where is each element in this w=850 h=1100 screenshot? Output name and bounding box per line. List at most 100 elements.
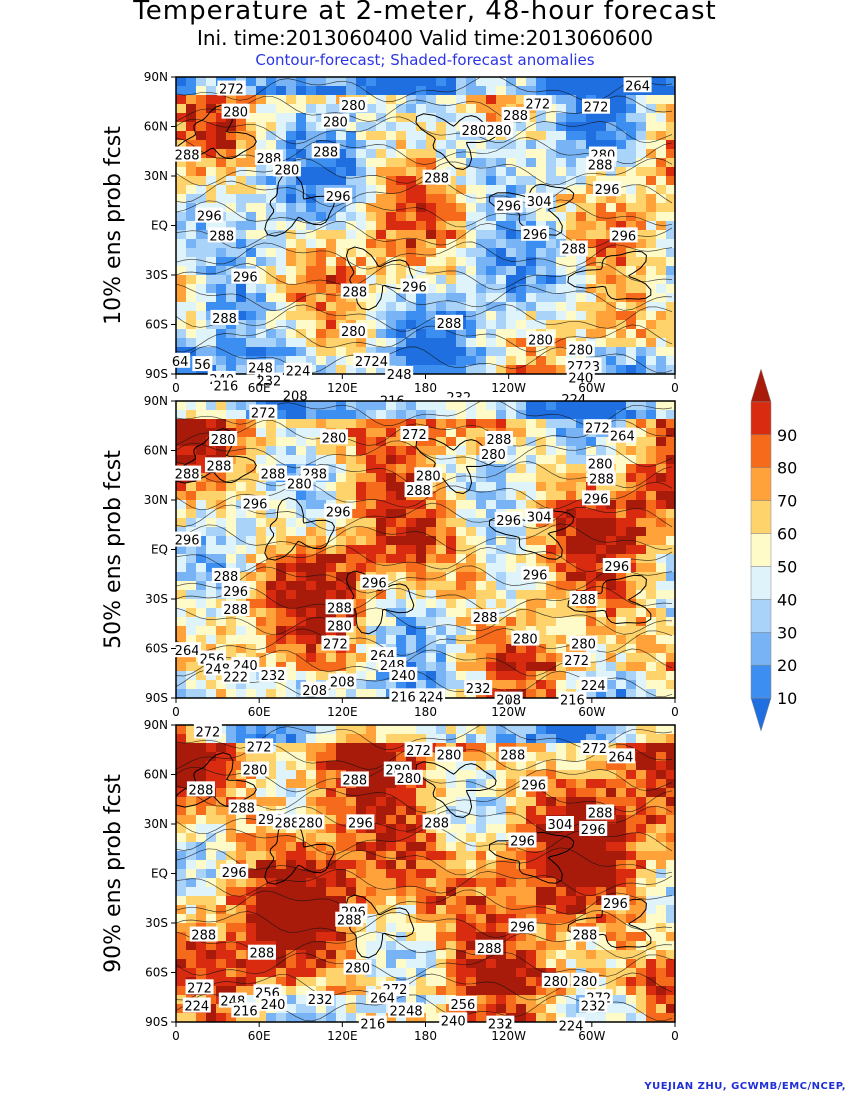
anomaly-cell: [466, 797, 477, 807]
anomaly-cell: [586, 572, 597, 582]
anomaly-cell: [466, 365, 477, 374]
anomaly-cell: [536, 725, 547, 735]
anomaly-cell: [236, 527, 247, 537]
anomaly-cell: [586, 941, 597, 951]
anomaly-cell: [646, 158, 657, 168]
anomaly-cell: [176, 446, 187, 456]
anomaly-cell: [516, 302, 527, 312]
anomaly-cell: [416, 77, 427, 87]
anomaly-cell: [246, 626, 257, 636]
anomaly-cell: [636, 779, 647, 789]
anomaly-cell: [276, 914, 287, 924]
anomaly-cell: [276, 590, 287, 600]
anomaly-cell: [386, 410, 397, 420]
anomaly-cell: [396, 248, 407, 258]
anomaly-cell: [336, 518, 347, 528]
anomaly-cell: [176, 932, 187, 942]
anomaly-cell: [386, 599, 397, 609]
anomaly-cell: [446, 500, 457, 510]
anomaly-cell: [236, 788, 247, 798]
anomaly-cell: [666, 194, 675, 204]
anomaly-cell: [466, 635, 477, 645]
anomaly-cell: [386, 320, 397, 330]
anomaly-cell: [326, 482, 337, 492]
anomaly-cell: [276, 518, 287, 528]
anomaly-cell: [226, 419, 237, 429]
anomaly-cell: [576, 257, 587, 267]
anomaly-cell: [426, 851, 437, 861]
anomaly-cell: [626, 500, 637, 510]
anomaly-cell: [456, 644, 467, 654]
anomaly-cell: [476, 653, 487, 663]
anomaly-cell: [486, 770, 497, 780]
x-tick-label: 180: [414, 381, 437, 395]
anomaly-cell: [606, 671, 617, 681]
anomaly-cell: [566, 491, 577, 501]
anomaly-cell: [386, 347, 397, 357]
anomaly-cell: [476, 770, 487, 780]
anomaly-cell: [616, 131, 627, 141]
anomaly-cell: [626, 860, 637, 870]
anomaly-cell: [636, 950, 647, 960]
anomaly-cell: [576, 455, 587, 465]
anomaly-cell: [276, 284, 287, 294]
contour-label-box: [321, 113, 350, 129]
anomaly-cell: [526, 725, 537, 735]
anomaly-cell: [226, 842, 237, 852]
contour-label: 288: [437, 317, 462, 332]
anomaly-cell: [506, 455, 517, 465]
anomaly-cell: [356, 446, 367, 456]
anomaly-cell: [446, 86, 457, 96]
anomaly-cell: [656, 599, 667, 609]
anomaly-cell: [176, 680, 187, 690]
anomaly-cell: [556, 257, 567, 267]
anomaly-cell: [426, 293, 437, 303]
anomaly-cell: [216, 473, 227, 483]
anomaly-cell: [266, 221, 277, 231]
anomaly-cell: [586, 626, 597, 636]
anomaly-cell: [486, 266, 497, 276]
anomaly-cell: [276, 851, 287, 861]
anomaly-cell: [196, 581, 207, 591]
anomaly-cell: [476, 860, 487, 870]
anomaly-cell: [296, 959, 307, 969]
anomaly-cell: [596, 581, 607, 591]
anomaly-cell: [216, 167, 227, 177]
anomaly-cell: [426, 860, 437, 870]
x-tick-label: 60W: [578, 705, 605, 719]
anomaly-cell: [186, 734, 197, 744]
anomaly-cell: [316, 932, 327, 942]
anomaly-cell: [436, 302, 447, 312]
anomaly-cell: [286, 752, 297, 762]
anomaly-cell: [376, 131, 387, 141]
anomaly-cell: [436, 338, 447, 348]
anomaly-cell: [586, 662, 597, 672]
anomaly-cell: [426, 77, 437, 87]
anomaly-cell: [656, 158, 667, 168]
anomaly-cell: [296, 536, 307, 546]
anomaly-cell: [326, 590, 337, 600]
anomaly-cell: [526, 824, 537, 834]
anomaly-cell: [226, 644, 237, 654]
anomaly-cell: [356, 671, 367, 681]
anomaly-cell: [366, 878, 377, 888]
anomaly-cell: [416, 590, 427, 600]
anomaly-cell: [216, 806, 227, 816]
anomaly-cell: [596, 131, 607, 141]
anomaly-cell: [666, 725, 675, 735]
anomaly-cell: [366, 95, 377, 105]
x-tick-label: 120E: [327, 705, 358, 719]
anomaly-cell: [346, 230, 357, 240]
anomaly-cell: [196, 950, 207, 960]
anomaly-cell: [246, 554, 257, 564]
anomaly-cell: [246, 113, 257, 123]
anomaly-cell: [316, 248, 327, 258]
anomaly-cell: [656, 518, 667, 528]
anomaly-cell: [596, 833, 607, 843]
anomaly-cell: [276, 932, 287, 942]
anomaly-cell: [496, 572, 507, 582]
anomaly-cell: [396, 518, 407, 528]
anomaly-cell: [186, 419, 197, 429]
anomaly-cell: [506, 734, 517, 744]
anomaly-cell: [196, 329, 207, 339]
